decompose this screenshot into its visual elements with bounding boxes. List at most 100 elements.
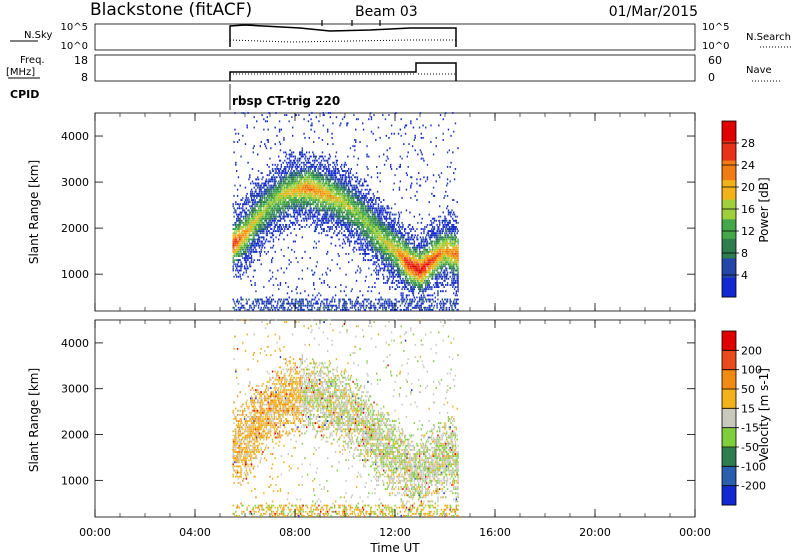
power-cell: [316, 205, 318, 208]
power-cell: [301, 257, 304, 259]
power-cell: [297, 157, 299, 160]
power-cell: [307, 192, 310, 195]
power-cell: [353, 203, 355, 206]
power-cell: [351, 234, 353, 237]
freq-left-tick-bottom: 8: [81, 71, 88, 84]
power-cell: [300, 190, 303, 193]
power-cell: [285, 155, 287, 158]
power-cell: [390, 232, 393, 235]
power-cell: [395, 228, 397, 230]
power-cell: [395, 248, 397, 251]
power-cell: [232, 259, 234, 262]
power-cell: [245, 261, 248, 264]
power-cell: [284, 165, 286, 168]
power-cell: [302, 203, 304, 206]
power-cell: [385, 252, 388, 255]
power-cell: [292, 192, 294, 195]
power-cell: [253, 306, 255, 309]
power-cell: [310, 128, 312, 131]
power-cell: [292, 221, 294, 224]
power-cell: [362, 246, 364, 249]
power-cell: [236, 244, 238, 247]
power-cell: [264, 205, 266, 208]
power-cell: [265, 302, 268, 305]
power-cell: [286, 163, 289, 166]
power-cell: [255, 190, 257, 193]
power-cell: [385, 242, 388, 245]
power-cell: [348, 221, 351, 224]
power-cell: [327, 182, 330, 185]
power-cell: [295, 203, 297, 206]
power-cell: [386, 238, 388, 241]
power-cell: [298, 213, 300, 216]
power-cell: [389, 246, 391, 249]
power-cell: [257, 178, 260, 181]
power-cell: [387, 298, 389, 301]
power-cell: [296, 199, 298, 201]
power-cell: [355, 304, 357, 307]
power-cell: [278, 197, 280, 199]
power-cell: [334, 294, 337, 297]
power-cell: [236, 259, 238, 262]
power-cell: [332, 211, 334, 214]
power-cell: [352, 199, 354, 201]
power-cell: [377, 230, 380, 233]
power-cell: [273, 306, 276, 309]
power-cell: [379, 252, 381, 255]
power-cell: [264, 190, 266, 193]
power-cell: [331, 215, 333, 218]
power-cell: [255, 219, 257, 222]
power-cell: [272, 184, 275, 187]
power-cell: [367, 201, 369, 204]
power-cell: [278, 203, 280, 206]
power-cell: [390, 226, 392, 228]
power-cell: [263, 286, 265, 288]
power-cell: [389, 238, 391, 241]
power-cell: [397, 259, 400, 262]
power-cell: [286, 292, 289, 295]
power-cell: [270, 147, 272, 150]
power-cell: [281, 172, 283, 175]
power-cell: [271, 223, 273, 226]
power-cell: [263, 201, 265, 204]
power-cell: [321, 186, 324, 189]
power-cell: [394, 174, 396, 177]
power-cell: [264, 228, 267, 230]
power-cell: [378, 209, 381, 212]
power-cell: [343, 234, 346, 237]
power-cell: [327, 180, 330, 183]
power-cell: [233, 244, 235, 247]
power-cell: [390, 259, 393, 262]
power-cell: [277, 188, 279, 191]
power-cell: [244, 143, 247, 146]
power-cell: [252, 308, 255, 311]
power-cell: [244, 248, 247, 251]
power-cell: [384, 228, 387, 230]
power-cell: [291, 151, 293, 154]
power-cell: [345, 213, 347, 216]
power-cell: [296, 221, 298, 224]
power-cell: [250, 209, 253, 212]
power-cell: [367, 246, 369, 249]
power-cell: [331, 186, 333, 189]
power-cell: [306, 300, 309, 303]
power-cell: [379, 226, 381, 228]
power-cell: [337, 182, 339, 185]
power-cell: [265, 213, 268, 216]
power-cell: [342, 174, 345, 177]
power-cell: [328, 153, 331, 156]
power-cell: [252, 219, 255, 222]
power-cell: [326, 300, 328, 303]
power-cell: [243, 221, 245, 224]
power-cell: [306, 201, 309, 204]
power-cell: [362, 203, 364, 206]
power-cell: [395, 213, 397, 216]
power-cell: [265, 188, 268, 191]
power-cell: [277, 163, 279, 166]
power-cell: [257, 201, 260, 204]
power-cell: [292, 186, 294, 189]
power-cell: [294, 199, 297, 201]
power-cell: [259, 255, 262, 257]
power-cell: [268, 190, 270, 193]
power-cell: [309, 211, 311, 214]
